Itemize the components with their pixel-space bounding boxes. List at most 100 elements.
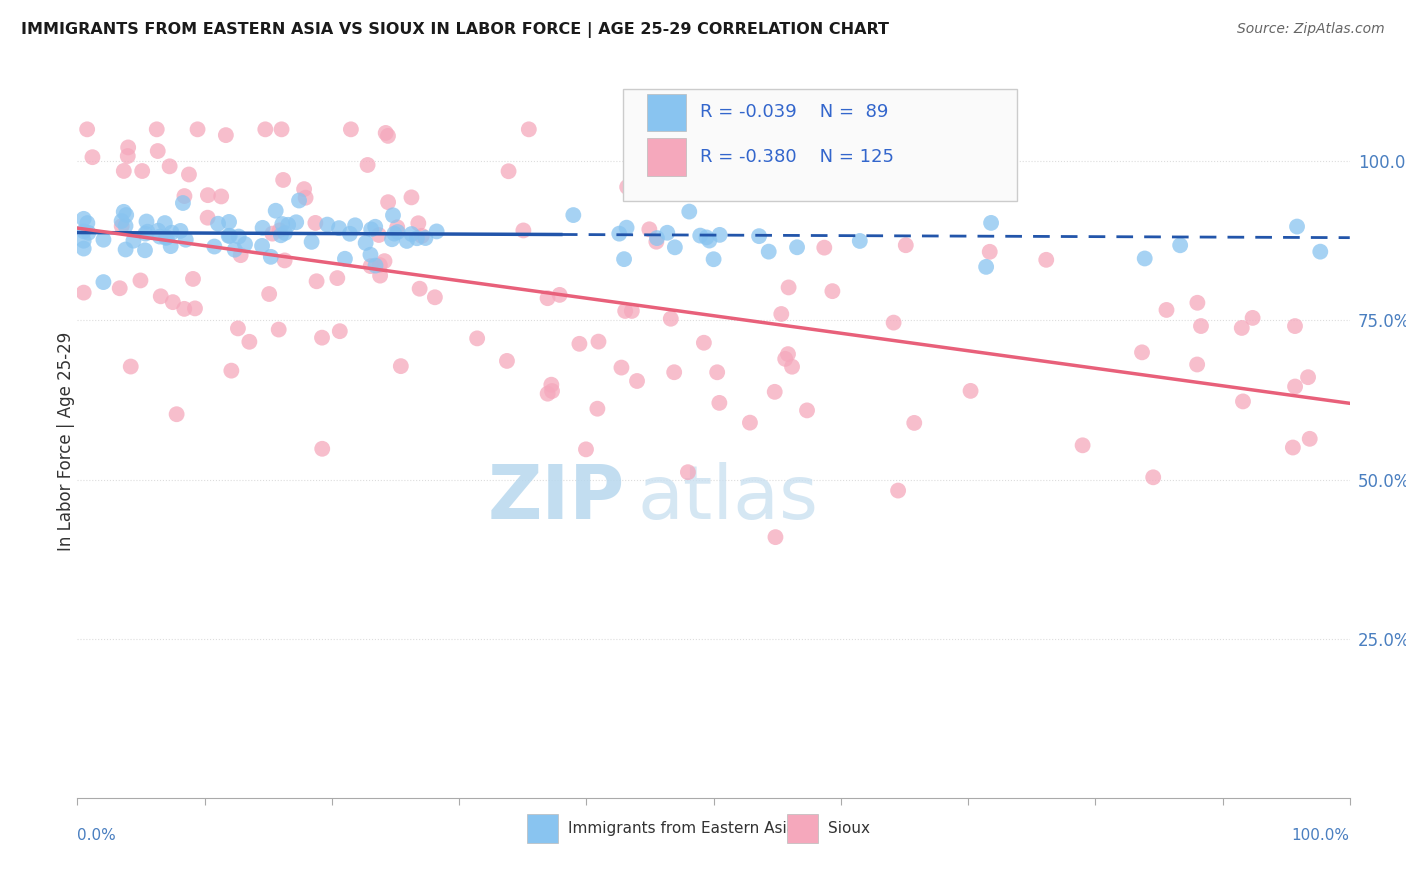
- Point: [218, 228, 240, 243]
- Point: [748, 229, 770, 244]
- Point: [758, 244, 780, 259]
- Point: [980, 216, 1002, 230]
- Point: [1071, 438, 1094, 452]
- Point: [382, 227, 405, 241]
- Point: [613, 252, 636, 267]
- Point: [339, 227, 361, 241]
- Point: [621, 122, 644, 136]
- Point: [568, 336, 591, 351]
- Point: [1299, 432, 1322, 446]
- Point: [1185, 358, 1208, 372]
- Point: [329, 324, 352, 338]
- Point: [277, 218, 299, 232]
- Point: [76, 216, 98, 230]
- Point: [285, 215, 308, 229]
- Point: [292, 182, 315, 196]
- Point: [1168, 238, 1191, 252]
- Point: [620, 304, 643, 318]
- Point: [610, 360, 633, 375]
- Text: ZIP: ZIP: [488, 462, 624, 535]
- Point: [159, 159, 181, 173]
- Point: [304, 216, 326, 230]
- Point: [166, 407, 188, 421]
- Point: [1142, 470, 1164, 484]
- Point: [586, 401, 609, 416]
- Point: [260, 250, 283, 264]
- Point: [115, 208, 138, 222]
- Point: [111, 214, 134, 228]
- Point: [401, 190, 423, 204]
- Point: [1232, 394, 1254, 409]
- Point: [364, 259, 387, 273]
- Point: [238, 334, 260, 349]
- Point: [368, 258, 391, 272]
- Point: [311, 442, 333, 456]
- Point: [169, 224, 191, 238]
- Point: [274, 226, 297, 240]
- Point: [517, 122, 540, 136]
- Point: [709, 396, 731, 410]
- Point: [162, 295, 184, 310]
- Point: [73, 224, 96, 238]
- Point: [136, 225, 159, 239]
- Point: [703, 252, 725, 267]
- Point: [360, 259, 382, 273]
- Point: [257, 287, 280, 301]
- Point: [401, 227, 423, 241]
- Point: [974, 260, 997, 274]
- Point: [377, 128, 399, 143]
- Point: [699, 234, 721, 248]
- Point: [224, 243, 246, 257]
- Point: [381, 232, 404, 246]
- Point: [659, 311, 682, 326]
- Point: [328, 221, 350, 235]
- Point: [382, 208, 405, 222]
- Point: [215, 128, 238, 142]
- Point: [153, 216, 176, 230]
- Point: [354, 235, 377, 250]
- Point: [537, 386, 560, 401]
- Point: [979, 244, 1001, 259]
- Point: [117, 149, 139, 163]
- Y-axis label: In Labor Force | Age 25-29: In Labor Force | Age 25-29: [58, 332, 75, 551]
- Point: [1035, 252, 1057, 267]
- Point: [73, 234, 96, 248]
- Point: [776, 347, 799, 361]
- Point: [134, 244, 156, 258]
- Point: [903, 416, 925, 430]
- Point: [271, 217, 294, 231]
- Point: [1189, 319, 1212, 334]
- Point: [228, 229, 250, 244]
- Point: [173, 301, 195, 316]
- Point: [765, 530, 787, 544]
- Point: [135, 214, 157, 228]
- Point: [415, 231, 437, 245]
- Point: [252, 220, 274, 235]
- Point: [373, 254, 395, 268]
- Point: [773, 351, 796, 366]
- Text: atlas: atlas: [637, 462, 818, 535]
- Point: [387, 220, 409, 235]
- Point: [406, 231, 429, 245]
- Point: [254, 122, 277, 136]
- Text: R = -0.039    N =  89: R = -0.039 N = 89: [700, 103, 889, 121]
- Point: [887, 483, 910, 498]
- Point: [1286, 219, 1309, 234]
- Point: [359, 248, 381, 262]
- Point: [93, 233, 115, 247]
- Point: [149, 229, 172, 244]
- Point: [173, 189, 195, 203]
- Point: [1284, 319, 1306, 334]
- Point: [678, 204, 700, 219]
- Point: [233, 237, 256, 252]
- Point: [536, 291, 558, 305]
- Point: [262, 227, 284, 241]
- Point: [145, 122, 167, 136]
- Point: [197, 211, 219, 225]
- Point: [498, 164, 520, 178]
- Point: [645, 235, 668, 249]
- Point: [122, 234, 145, 248]
- Point: [159, 239, 181, 253]
- Point: [616, 180, 638, 194]
- Point: [270, 122, 292, 136]
